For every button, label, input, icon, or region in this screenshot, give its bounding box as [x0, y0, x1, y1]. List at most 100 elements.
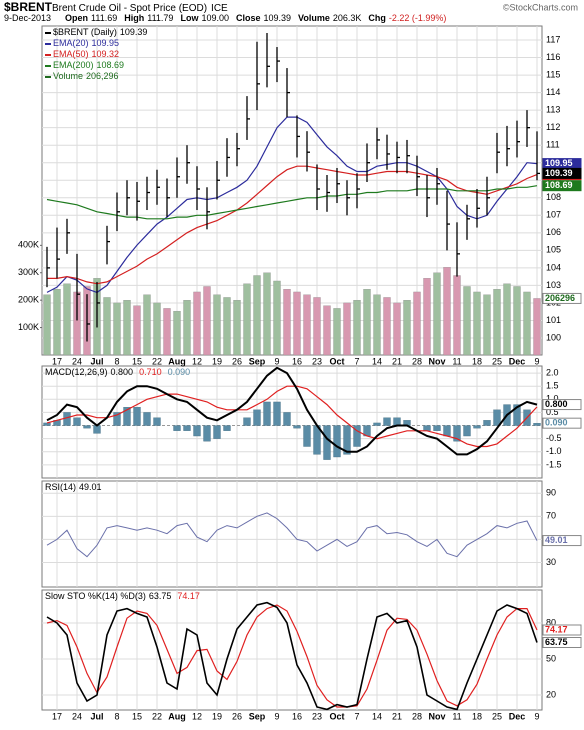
panel-title: RSI(14): [45, 482, 76, 492]
macd-histogram-bar: [243, 417, 251, 426]
legend-entry: EMA(200) 108.69: [53, 60, 124, 70]
macd-histogram-bar: [203, 425, 211, 442]
stat-value: 111.69: [91, 13, 117, 23]
x-tick-label: Dec: [509, 356, 526, 366]
x-tick-label: Jul: [90, 711, 103, 721]
ema-line: [46, 116, 538, 294]
y-tick-label: 2.0: [546, 367, 559, 377]
stat-label: Open: [65, 13, 88, 23]
macd-histogram-bar: [73, 417, 81, 426]
legend-name: $BRENT (Daily): [53, 27, 117, 37]
stat-value: 109.39: [264, 13, 292, 23]
volume-bar: [483, 294, 491, 356]
y-tick-label: 1.0: [546, 394, 559, 404]
x-tick-label: 18: [472, 356, 482, 366]
stat-value: 206.3K: [333, 13, 362, 23]
y-tick-label: 108: [546, 192, 561, 202]
macd-histogram-bar: [453, 425, 461, 442]
volume-bar: [163, 308, 171, 356]
macd-histogram-bar: [483, 420, 491, 426]
x-tick-label: 21: [392, 711, 402, 721]
volume-bar: [413, 291, 421, 356]
x-tick-label: 22: [152, 711, 162, 721]
y-tick-label: 112: [546, 122, 560, 132]
value-tag-box: [542, 535, 582, 547]
macd-histogram-bar: [463, 425, 471, 437]
legend-value: 109.39: [120, 27, 148, 37]
volume-bar: [453, 275, 461, 356]
y-tick-label: 117: [546, 34, 560, 44]
legend-entry: Volume 206,296: [53, 71, 119, 81]
sto-d-line: [46, 604, 538, 708]
volume-bar: [143, 294, 151, 356]
y-tick-label: 116: [546, 52, 560, 62]
y-tick-label: -0.5: [546, 433, 562, 443]
x-tick-label: Sep: [249, 711, 266, 721]
legend-value: 206,296: [86, 71, 119, 81]
stat-label: Low: [180, 13, 199, 23]
chart-title: Brent Crude Oil - Spot Price (EOD) ICE: [52, 3, 228, 14]
value-tag-box: [542, 417, 582, 429]
macd-histogram-bar: [423, 425, 431, 431]
macd-histogram-bar: [123, 407, 131, 426]
stat-label: Chg: [368, 13, 386, 23]
macd-histogram-bar: [283, 412, 291, 426]
panel-title: Slow STO %K(14) %D(3): [45, 591, 146, 601]
y-tick-label: -1.5: [546, 459, 562, 469]
volume-bar: [333, 308, 341, 356]
x-tick-label: 17: [52, 356, 62, 366]
value-tag: 109.95: [545, 158, 573, 168]
macd-histogram-bar: [323, 425, 331, 460]
x-tick-label: 24: [72, 711, 82, 721]
y-tick-label: 80: [546, 617, 556, 627]
macd-histogram-bar: [153, 417, 161, 426]
macd-histogram-bar: [173, 425, 181, 431]
macd-histogram-bar: [343, 425, 351, 455]
value-tag-box: [542, 292, 582, 304]
exchange: ICE: [211, 3, 228, 14]
value-tag-box: [542, 180, 582, 192]
x-tick-label: 25: [492, 711, 502, 721]
x-tick-label: 18: [472, 711, 482, 721]
value-tag: 63.75: [545, 637, 568, 647]
x-tick-label: 25: [492, 356, 502, 366]
panel-legend-value: 0.800: [111, 367, 134, 377]
y-tick-label: 90: [546, 488, 556, 498]
macd-histogram-bar: [383, 417, 391, 426]
x-tick-label: Aug: [168, 711, 186, 721]
volume-bar: [473, 291, 481, 356]
y2-tick-label: 300K: [18, 267, 39, 277]
y-tick-label: 104: [546, 262, 561, 272]
volume-bar: [363, 289, 371, 356]
x-tick-label: Nov: [428, 711, 445, 721]
x-tick-label: 9: [274, 711, 279, 721]
x-tick-label: 8: [114, 356, 119, 366]
x-tick-label: 19: [212, 711, 222, 721]
legend-entry: EMA(20) 109.95: [53, 38, 119, 48]
x-tick-label: 22: [152, 356, 162, 366]
macd-histogram-bar: [213, 425, 221, 439]
macd-histogram-bar: [373, 422, 381, 426]
volume-bar: [343, 302, 351, 356]
x-tick-label: Dec: [509, 711, 526, 721]
volume-bar: [393, 302, 401, 356]
sto-k-line: [46, 601, 538, 711]
x-tick-label: 17: [52, 711, 62, 721]
panel-legend: RSI(14) 49.01: [45, 482, 102, 492]
macd-histogram-bar: [263, 401, 271, 426]
volume-bar: [233, 300, 241, 356]
legend-name: EMA(50): [53, 49, 89, 59]
y-tick-label: 115: [546, 69, 560, 79]
stats-line: 9-Dec-2013 Open 111.69 High 111.79 Low 109.00 C…: [4, 13, 446, 23]
volume-bar: [303, 294, 311, 356]
ema-line: [46, 185, 538, 220]
macd-histogram-bar: [143, 412, 151, 426]
volume-bar: [433, 272, 441, 356]
legend-entry: $BRENT (Daily) 109.39: [53, 27, 147, 37]
macd-histogram-bar: [443, 425, 451, 437]
macd-histogram-bar: [303, 425, 311, 447]
y-tick-label: 103: [546, 280, 561, 290]
macd-signal-line: [46, 385, 538, 448]
title: Brent Crude Oil - Spot Price (EOD): [52, 3, 207, 14]
x-tick-label: Aug: [168, 356, 186, 366]
